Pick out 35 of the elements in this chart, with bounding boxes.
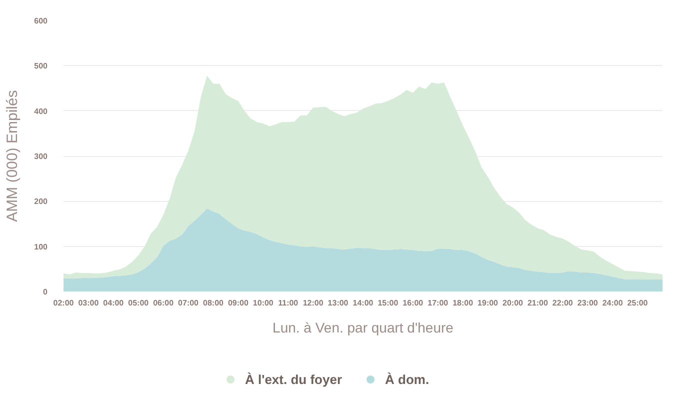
x-tick-label: 18:00 bbox=[452, 298, 474, 308]
x-tick-label: 04:00 bbox=[103, 298, 124, 308]
legend-label: À dom. bbox=[385, 372, 430, 386]
x-tick-label: 14:00 bbox=[352, 298, 374, 308]
y-tick-label: 500 bbox=[34, 62, 48, 71]
x-tick-label: 10:00 bbox=[252, 298, 274, 308]
x-tick-label: 21:00 bbox=[527, 298, 548, 308]
x-tick-label: 24:00 bbox=[602, 298, 624, 308]
x-tick-label: 11:00 bbox=[278, 298, 299, 308]
y-tick-label: 400 bbox=[34, 106, 48, 116]
x-axis-title: Lun. à Ven. par quart d'heure bbox=[272, 320, 454, 336]
x-tick-label: 12:00 bbox=[302, 298, 324, 308]
x-tick-label: 16:00 bbox=[402, 298, 424, 308]
x-tick-label: 20:00 bbox=[502, 298, 524, 308]
x-tick-label: 07:00 bbox=[178, 298, 200, 308]
y-tick-label: 0 bbox=[43, 288, 48, 296]
y-tick-label: 300 bbox=[34, 152, 48, 161]
y-tick-label: 200 bbox=[34, 197, 48, 206]
x-tick-label: 22:00 bbox=[552, 298, 574, 308]
x-tick-label: 08:00 bbox=[203, 298, 224, 308]
x-tick-label: 03:00 bbox=[78, 298, 100, 308]
y-tick-label: 100 bbox=[34, 242, 48, 252]
x-tick-label: 13:00 bbox=[328, 298, 349, 308]
x-tick-label: 15:00 bbox=[378, 298, 399, 308]
x-tick-label: 25:00 bbox=[627, 298, 648, 308]
x-tick-label: 19:00 bbox=[478, 298, 499, 308]
legend-label: À l'ext. du foyer bbox=[245, 372, 342, 386]
x-tick-label: 09:00 bbox=[228, 298, 249, 308]
y-axis-title: AMM (000) Empilés bbox=[4, 90, 22, 222]
x-tick-label: 06:00 bbox=[153, 298, 174, 308]
x-tick-label: 05:00 bbox=[128, 298, 150, 308]
x-tick-label: 02:00 bbox=[53, 298, 74, 308]
y-tick-label: 600 bbox=[34, 16, 48, 26]
x-tick-label: 23:00 bbox=[577, 298, 598, 308]
x-tick-label: 17:00 bbox=[428, 298, 449, 308]
